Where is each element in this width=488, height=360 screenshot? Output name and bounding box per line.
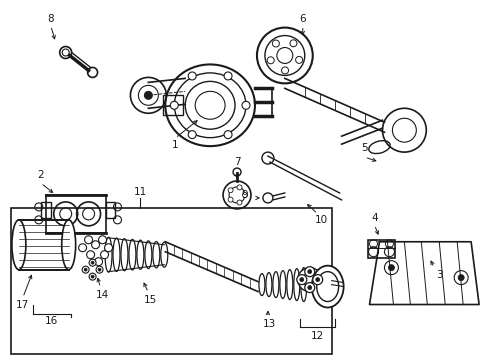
Circle shape bbox=[101, 251, 108, 259]
Circle shape bbox=[457, 275, 463, 280]
Text: 3: 3 bbox=[435, 270, 442, 280]
Circle shape bbox=[86, 251, 94, 259]
Circle shape bbox=[387, 265, 394, 271]
Circle shape bbox=[188, 131, 196, 139]
Circle shape bbox=[281, 67, 288, 74]
Text: 6: 6 bbox=[299, 14, 305, 24]
Circle shape bbox=[296, 275, 306, 285]
Circle shape bbox=[307, 270, 311, 274]
Bar bbox=[163, 95, 183, 115]
Circle shape bbox=[307, 285, 311, 289]
Circle shape bbox=[266, 57, 274, 64]
Text: 16: 16 bbox=[45, 316, 58, 327]
Circle shape bbox=[227, 197, 233, 202]
Circle shape bbox=[227, 188, 233, 193]
Circle shape bbox=[96, 266, 103, 273]
Ellipse shape bbox=[113, 238, 120, 271]
Text: 1: 1 bbox=[172, 140, 178, 150]
Bar bbox=[19, 220, 68, 270]
Bar bbox=[11, 208, 331, 354]
Circle shape bbox=[89, 259, 96, 266]
Circle shape bbox=[84, 268, 87, 271]
Circle shape bbox=[91, 261, 94, 264]
Text: 17: 17 bbox=[16, 300, 29, 310]
Circle shape bbox=[98, 268, 101, 271]
Text: 11: 11 bbox=[134, 187, 147, 197]
Ellipse shape bbox=[137, 240, 143, 269]
Circle shape bbox=[289, 40, 296, 47]
Circle shape bbox=[144, 91, 152, 99]
Text: 9: 9 bbox=[241, 190, 248, 200]
Circle shape bbox=[302, 273, 316, 287]
Ellipse shape bbox=[265, 273, 271, 297]
Circle shape bbox=[299, 278, 303, 282]
Circle shape bbox=[84, 236, 92, 244]
Circle shape bbox=[89, 273, 96, 280]
Circle shape bbox=[315, 278, 319, 282]
Circle shape bbox=[82, 266, 89, 273]
Ellipse shape bbox=[161, 242, 167, 267]
Ellipse shape bbox=[286, 270, 292, 300]
Polygon shape bbox=[369, 242, 478, 305]
Ellipse shape bbox=[144, 241, 152, 269]
Circle shape bbox=[242, 193, 247, 197]
Ellipse shape bbox=[279, 271, 285, 298]
Circle shape bbox=[91, 275, 94, 278]
Ellipse shape bbox=[316, 272, 338, 302]
Circle shape bbox=[272, 40, 279, 47]
Text: 15: 15 bbox=[143, 294, 157, 305]
Circle shape bbox=[170, 101, 178, 109]
Bar bbox=[367, 240, 395, 258]
Ellipse shape bbox=[293, 269, 299, 301]
Text: 12: 12 bbox=[310, 332, 324, 341]
Circle shape bbox=[297, 268, 321, 292]
Bar bbox=[46, 195, 105, 233]
Circle shape bbox=[91, 241, 100, 249]
Bar bbox=[41, 202, 51, 218]
Circle shape bbox=[304, 267, 314, 276]
Bar bbox=[105, 202, 115, 218]
Text: 14: 14 bbox=[96, 289, 109, 300]
Circle shape bbox=[104, 244, 112, 252]
Ellipse shape bbox=[259, 274, 264, 296]
Circle shape bbox=[295, 57, 302, 63]
Ellipse shape bbox=[300, 268, 306, 302]
Circle shape bbox=[188, 72, 196, 80]
Ellipse shape bbox=[61, 220, 76, 270]
Text: 7: 7 bbox=[233, 157, 240, 167]
Circle shape bbox=[263, 193, 272, 203]
Ellipse shape bbox=[129, 239, 136, 270]
Circle shape bbox=[224, 72, 232, 80]
Text: 10: 10 bbox=[314, 215, 327, 225]
Ellipse shape bbox=[105, 237, 112, 272]
Ellipse shape bbox=[311, 266, 343, 307]
Text: 4: 4 bbox=[370, 213, 377, 223]
Ellipse shape bbox=[12, 220, 26, 270]
Text: 13: 13 bbox=[263, 319, 276, 329]
Circle shape bbox=[237, 200, 242, 205]
Circle shape bbox=[312, 275, 322, 285]
Circle shape bbox=[242, 101, 249, 109]
Circle shape bbox=[79, 244, 86, 252]
Ellipse shape bbox=[153, 242, 160, 268]
Text: 5: 5 bbox=[361, 143, 367, 153]
Circle shape bbox=[99, 236, 106, 244]
Text: 2: 2 bbox=[38, 170, 44, 180]
Circle shape bbox=[94, 258, 102, 266]
Text: 8: 8 bbox=[47, 14, 54, 24]
Ellipse shape bbox=[272, 272, 278, 298]
Ellipse shape bbox=[121, 239, 128, 271]
Circle shape bbox=[237, 185, 242, 190]
Circle shape bbox=[304, 283, 314, 293]
Circle shape bbox=[224, 131, 232, 139]
